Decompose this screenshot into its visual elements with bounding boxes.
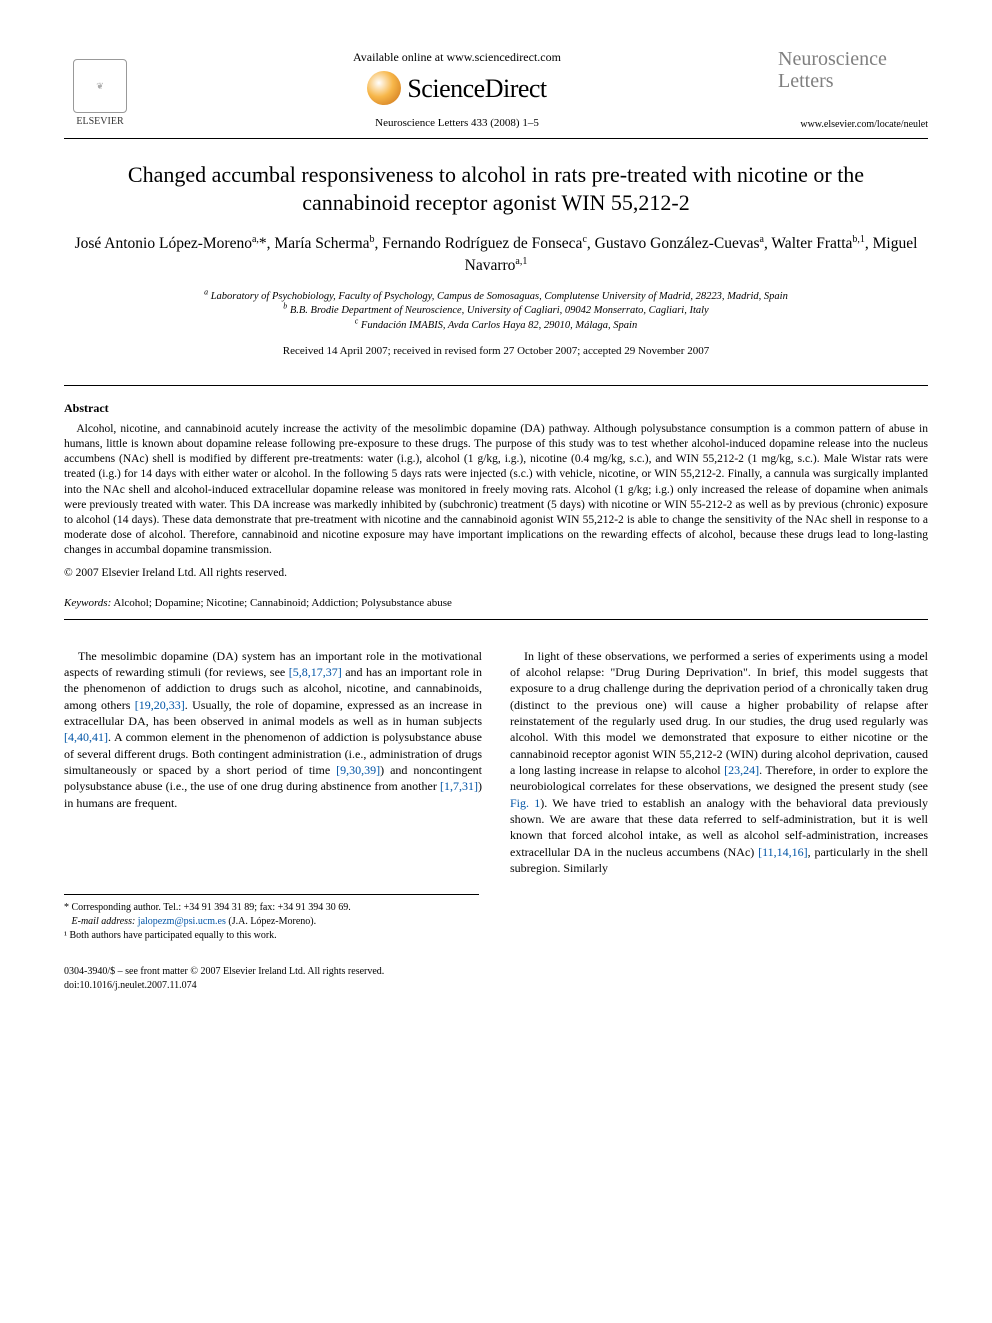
sciencedirect-block: Available online at www.sciencedirect.co… [136, 49, 778, 131]
elsevier-tree-icon: ❦ [73, 59, 127, 113]
bottom-bar: 0304-3940/$ – see front matter © 2007 El… [64, 965, 928, 993]
keywords-label: Keywords: [64, 597, 111, 609]
abstract-heading: Abstract [64, 400, 928, 416]
affiliation-a: a Laboratory of Psychobiology, Faculty o… [64, 290, 928, 305]
top-rule [64, 138, 928, 139]
equal-contribution-note: ¹ Both authors have participated equally… [64, 929, 479, 943]
affiliation-b-text: B.B. Brodie Department of Neuroscience, … [290, 305, 709, 316]
email-address[interactable]: jalopezm@psi.ucm.es [138, 916, 226, 927]
affiliation-a-text: Laboratory of Psychobiology, Faculty of … [211, 291, 788, 302]
corresponding-author: * Corresponding author. Tel.: +34 91 394… [64, 901, 479, 915]
journal-name-line2: Letters [778, 70, 834, 92]
journal-name-line1: Neuroscience [778, 48, 887, 70]
email-tail: (J.A. López-Moreno). [226, 916, 316, 927]
affiliation-c-text: Fundación IMABIS, Avda Carlos Haya 82, 2… [361, 320, 637, 331]
publisher-label: ELSEVIER [76, 115, 123, 129]
sciencedirect-name: ScienceDirect [407, 71, 546, 106]
affiliation-b: b B.B. Brodie Department of Neuroscience… [64, 304, 928, 319]
right-paragraph: In light of these observations, we perfo… [510, 648, 928, 876]
article-dates: Received 14 April 2007; received in revi… [64, 344, 928, 359]
article-title: Changed accumbal responsiveness to alcoh… [94, 161, 898, 217]
abstract-body: Alcohol, nicotine, and cannabinoid acute… [64, 422, 928, 559]
authors-list: José Antonio López-Morenoa,*, María Sche… [64, 233, 928, 278]
elsevier-logo: ❦ ELSEVIER [64, 51, 136, 129]
available-online-text: Available online at www.sciencedirect.co… [156, 49, 758, 65]
email-label: E-mail address: [72, 916, 136, 927]
sciencedirect-logo-row: ScienceDirect [156, 71, 758, 106]
issn-line: 0304-3940/$ – see front matter © 2007 El… [64, 965, 928, 979]
journal-name: Neuroscience Letters [778, 48, 928, 92]
abstract-bottom-rule [64, 619, 928, 620]
sciencedirect-orb-icon [367, 71, 401, 105]
keywords-line: Keywords: Alcohol; Dopamine; Nicotine; C… [64, 596, 928, 611]
left-paragraph: The mesolimbic dopamine (DA) system has … [64, 648, 482, 811]
email-line: E-mail address: jalopezm@psi.ucm.es (J.A… [64, 915, 479, 929]
abstract-copyright: © 2007 Elsevier Ireland Ltd. All rights … [64, 566, 928, 582]
left-column: The mesolimbic dopamine (DA) system has … [64, 648, 482, 876]
abstract-text: Alcohol, nicotine, and cannabinoid acute… [64, 423, 928, 556]
header-row: ❦ ELSEVIER Available online at www.scien… [64, 48, 928, 132]
abstract-top-rule [64, 385, 928, 386]
body-columns: The mesolimbic dopamine (DA) system has … [64, 648, 928, 876]
affiliations: a Laboratory of Psychobiology, Faculty o… [64, 290, 928, 334]
affiliation-c: c Fundación IMABIS, Avda Carlos Haya 82,… [64, 319, 928, 334]
keywords-text: Alcohol; Dopamine; Nicotine; Cannabinoid… [111, 597, 452, 609]
journal-url: www.elsevier.com/locate/neulet [778, 118, 928, 132]
doi-line: doi:10.1016/j.neulet.2007.11.074 [64, 979, 928, 993]
right-column: In light of these observations, we perfo… [510, 648, 928, 876]
footnotes: * Corresponding author. Tel.: +34 91 394… [64, 894, 479, 943]
journal-reference: Neuroscience Letters 433 (2008) 1–5 [156, 116, 758, 131]
journal-block: Neuroscience Letters www.elsevier.com/lo… [778, 48, 928, 132]
